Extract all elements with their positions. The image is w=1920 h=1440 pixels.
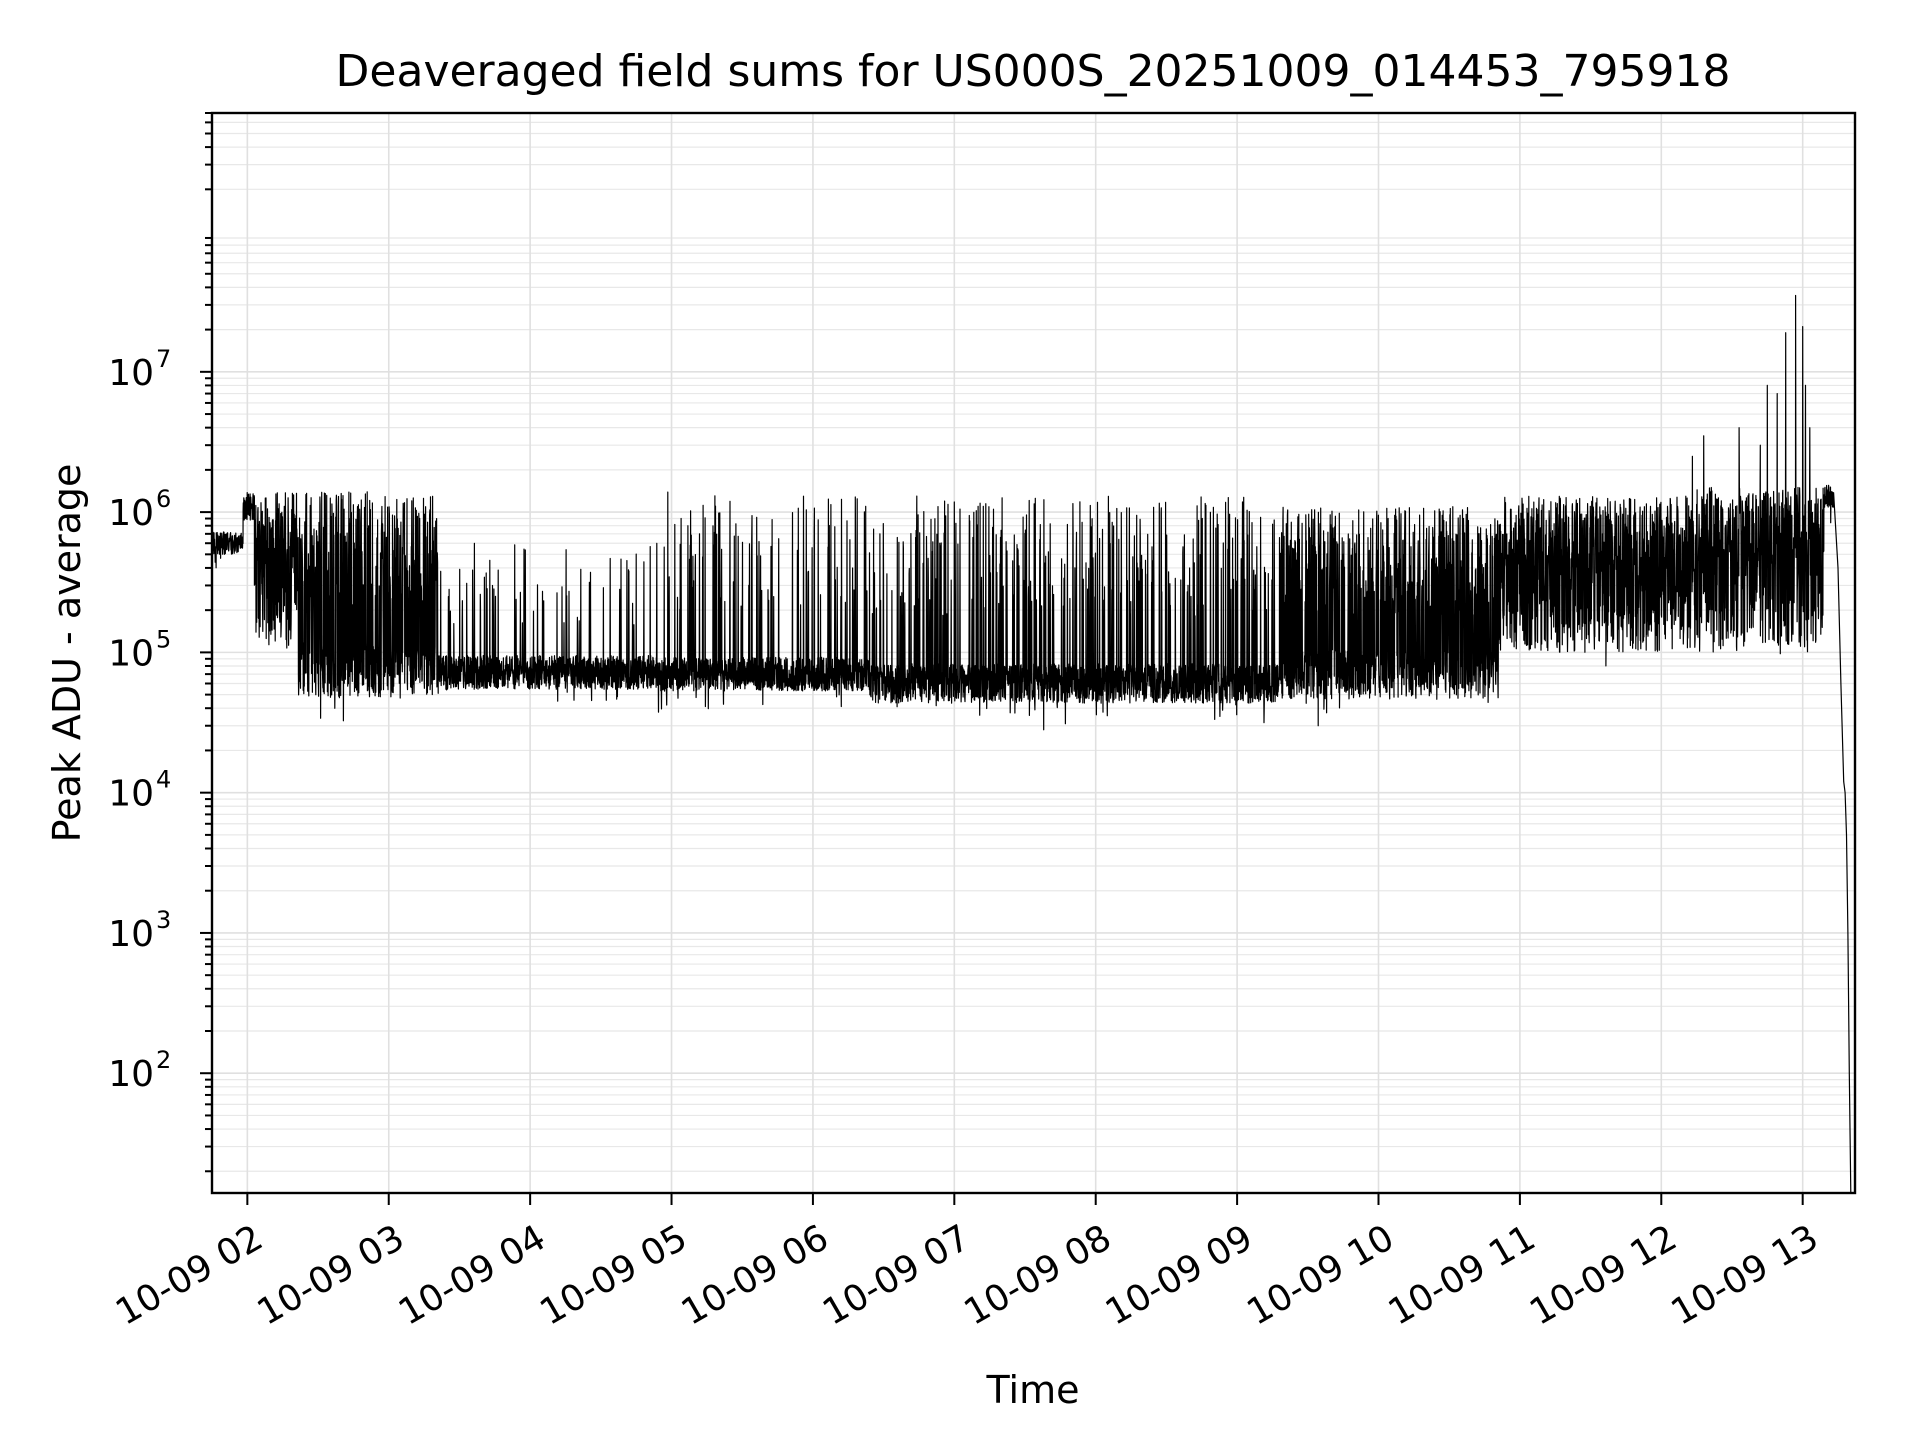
y-tick-label: 10 [108,914,154,955]
y-tick-exponent: 5 [156,625,171,653]
series-line [211,294,1852,1194]
y-tick-exponent: 4 [156,766,171,794]
x-axis-label: Time [986,1368,1080,1412]
y-axis-label: Peak ADU - average [45,464,89,843]
chart-title: Deaveraged field sums for US000S_2025100… [336,46,1731,97]
y-tick-label: 10 [108,633,154,674]
y-tick-label: 10 [108,353,154,394]
y-tick-exponent: 7 [156,345,171,373]
y-tick-label: 10 [108,1054,154,1095]
y-tick-exponent: 2 [156,1046,171,1074]
series-layer [211,294,1852,1194]
y-tick-exponent: 3 [156,906,171,934]
y-tick-label: 10 [108,493,154,534]
y-tick-exponent: 6 [156,485,171,513]
y-tick-label: 10 [108,774,154,815]
